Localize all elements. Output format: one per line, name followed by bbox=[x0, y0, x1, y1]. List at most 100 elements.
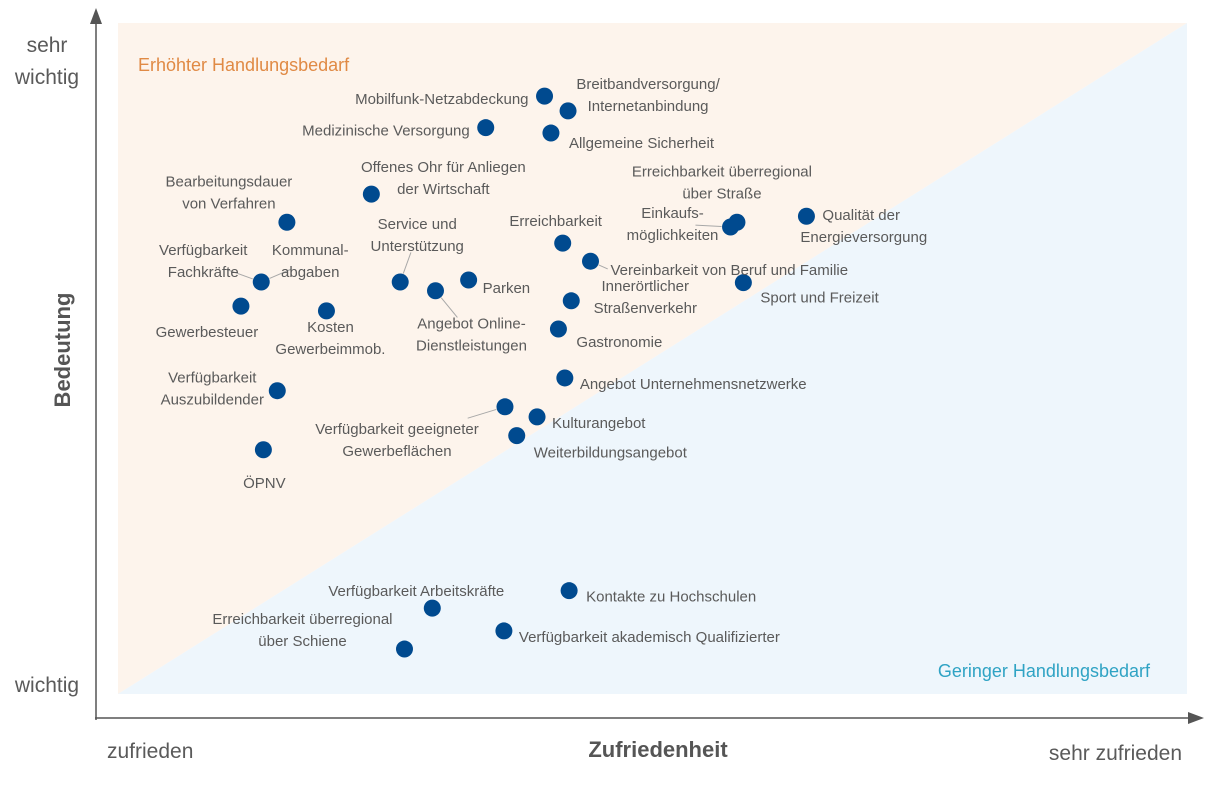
data-label-line: Breitbandversorgung/ bbox=[576, 76, 720, 93]
data-point bbox=[495, 622, 513, 640]
data-point bbox=[423, 599, 441, 617]
x-axis-title: Zufriedenheit bbox=[588, 737, 728, 762]
data-label-line: Parken bbox=[483, 280, 531, 297]
data-label-line: Kontakte zu Hochschulen bbox=[586, 589, 756, 606]
data-point bbox=[391, 273, 409, 291]
data-point bbox=[536, 87, 554, 105]
leader-line bbox=[440, 297, 458, 318]
data-label-line: möglichkeiten bbox=[627, 227, 719, 244]
data-label-line: Qualität der bbox=[822, 207, 900, 224]
data-point bbox=[562, 292, 580, 310]
data-label-line: Erreichbarkeit überregional bbox=[632, 163, 812, 180]
data-label: Vereinbarkeit von Beruf und Familie bbox=[610, 262, 848, 279]
data-label: Erreichbarkeit überregional über Schiene bbox=[212, 611, 392, 650]
data-label-line: Weiterbildungsangebot bbox=[534, 445, 688, 462]
data-point bbox=[722, 218, 740, 236]
data-label: Einkaufs-möglichkeiten bbox=[627, 205, 719, 244]
data-point bbox=[477, 119, 495, 137]
data-point bbox=[278, 213, 296, 231]
data-label-line: Vereinbarkeit von Beruf und Familie bbox=[610, 262, 848, 279]
data-label-line: Fachkräfte bbox=[168, 264, 239, 281]
data-label-line: Verfügbarkeit akademisch Qualifizierter bbox=[519, 629, 780, 646]
data-point bbox=[549, 320, 567, 338]
data-label-line: Erreichbarkeit bbox=[509, 213, 602, 230]
data-label: Qualität der Energieversorgung bbox=[800, 207, 927, 246]
data-label-line: Bearbeitungsdauer bbox=[166, 173, 293, 190]
data-label-line: über Straße bbox=[682, 185, 761, 202]
data-label-line: von Verfahren bbox=[182, 195, 275, 212]
data-point bbox=[508, 427, 526, 445]
leader-line bbox=[402, 252, 412, 274]
data-label-line: Kommunal- bbox=[272, 242, 349, 259]
y-axis-title: Bedeutung bbox=[50, 293, 75, 408]
data-point bbox=[734, 274, 752, 292]
data-label: Verfügbarkeit Arbeitskräfte bbox=[328, 583, 504, 600]
data-label: Medizinische Versorgung bbox=[302, 123, 470, 140]
leader-line bbox=[695, 224, 722, 228]
data-label-line: Gastronomie bbox=[576, 334, 662, 351]
data-point bbox=[395, 640, 413, 658]
data-point bbox=[268, 382, 286, 400]
data-label-line: Kulturangebot bbox=[552, 415, 646, 432]
zones bbox=[118, 23, 1187, 694]
data-point bbox=[542, 124, 560, 142]
data-label-line: Energieversorgung bbox=[800, 229, 927, 246]
data-label-line: Kosten bbox=[307, 319, 354, 336]
data-point bbox=[797, 207, 815, 225]
data-label: Sport und Freizeit bbox=[760, 290, 879, 307]
data-points bbox=[232, 87, 815, 658]
leader-line bbox=[226, 269, 253, 280]
leader-line bbox=[467, 408, 497, 419]
data-labels: Mobilfunk-Netzabdeckung Breitbandversorgu… bbox=[156, 76, 928, 650]
data-label: Offenes Ohr für Anliegen der Wirtschaft bbox=[361, 159, 526, 198]
data-label: Verfügbarkeit Fachkräfte bbox=[159, 242, 248, 281]
leader-line bbox=[598, 264, 608, 270]
data-label: Bearbeitungsdauer von Verfahren bbox=[166, 173, 293, 212]
y-axis-high-label-line2: wichtig bbox=[14, 66, 79, 89]
data-label-line: Erreichbarkeit überregional bbox=[212, 611, 392, 628]
data-label-line: Verfügbarkeit bbox=[159, 242, 248, 259]
data-label: ÖPNV bbox=[243, 474, 286, 492]
data-label-line: Unterstützung bbox=[371, 238, 464, 255]
y-axis-high-label-line1: sehr bbox=[27, 34, 68, 57]
leader-lines bbox=[226, 224, 722, 419]
data-label-line: Innerörtlicher bbox=[601, 278, 689, 295]
data-label-line: Verfügbarkeit bbox=[168, 370, 257, 387]
data-label-line: Gewerbeimmob. bbox=[275, 341, 385, 358]
y-axis-arrow-icon bbox=[90, 8, 102, 24]
data-label-line: abgaben bbox=[281, 264, 339, 281]
zone-low-label: Geringer Handlungsbedarf bbox=[938, 661, 1151, 681]
data-point bbox=[232, 297, 250, 315]
data-point bbox=[426, 282, 444, 300]
data-point bbox=[317, 302, 335, 320]
data-point bbox=[362, 185, 380, 203]
data-point bbox=[528, 408, 546, 426]
data-label-line: Gewerbeflächen bbox=[342, 443, 451, 460]
data-label: Kulturangebot bbox=[552, 415, 646, 432]
data-label: Angebot Unternehmensnetzwerke bbox=[580, 376, 807, 393]
data-point bbox=[254, 441, 272, 459]
data-label-line: Angebot Unternehmensnetzwerke bbox=[580, 376, 807, 393]
data-label: Gewerbesteuer bbox=[156, 324, 259, 341]
data-label-line: über Schiene bbox=[258, 633, 346, 650]
data-label: Weiterbildungsangebot bbox=[534, 445, 688, 462]
data-label: Verfügbarkeit akademisch Qualifizierter bbox=[519, 629, 780, 646]
zone-high-label: Erhöhter Handlungsbedarf bbox=[138, 55, 350, 75]
data-label-line: Mobilfunk-Netzabdeckung bbox=[355, 91, 528, 108]
data-label-line: Allgemeine Sicherheit bbox=[569, 135, 715, 152]
data-point bbox=[252, 273, 270, 291]
data-label-line: Angebot Online- bbox=[417, 316, 525, 333]
data-label-line: ÖPNV bbox=[243, 474, 286, 492]
x-axis-arrow-icon bbox=[1188, 712, 1204, 724]
data-label-line: Service und bbox=[378, 216, 457, 233]
data-label-line: Medizinische Versorgung bbox=[302, 123, 470, 140]
data-point bbox=[460, 271, 478, 289]
data-label-line: Sport und Freizeit bbox=[760, 290, 879, 307]
data-label: Mobilfunk-Netzabdeckung bbox=[355, 91, 528, 108]
data-label-line: Auszubildender bbox=[161, 392, 264, 409]
data-label-line: Verfügbarkeit Arbeitskräfte bbox=[328, 583, 504, 600]
x-axis-high-label: sehr zufrieden bbox=[1049, 742, 1182, 765]
data-label: Verfügbarkeit geeigneter Gewerbeflächen bbox=[315, 421, 478, 460]
data-label: Erreichbarkeit bbox=[509, 213, 602, 230]
